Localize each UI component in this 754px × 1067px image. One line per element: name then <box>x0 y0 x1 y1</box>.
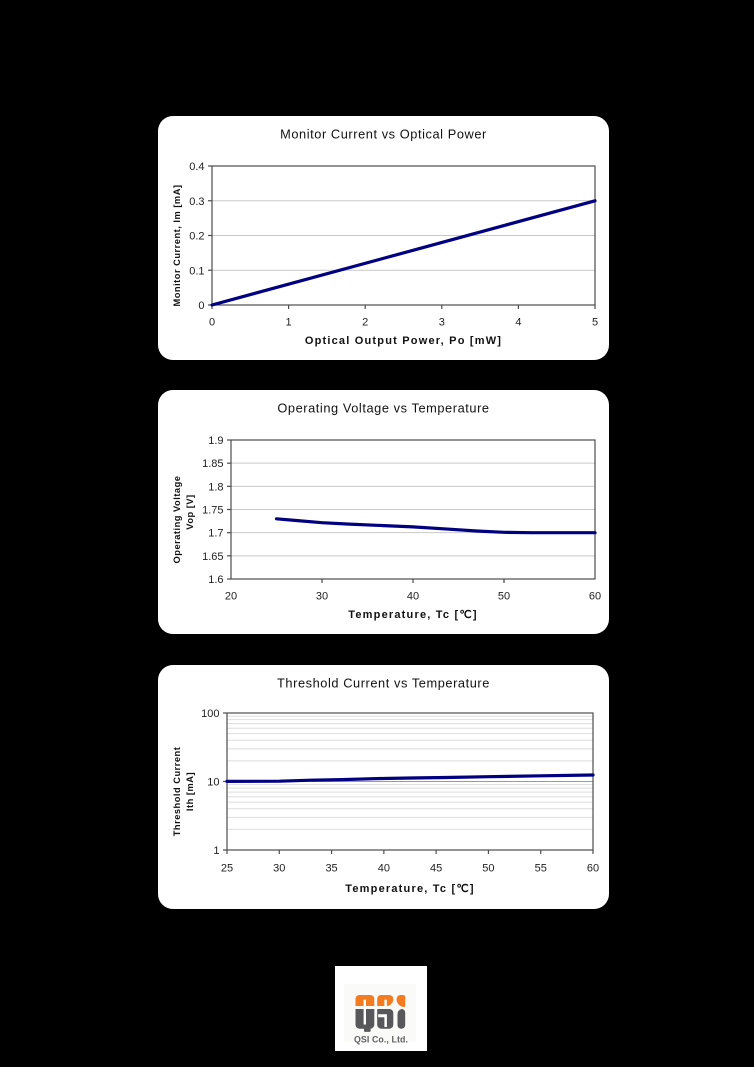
svg-text:1: 1 <box>213 845 219 857</box>
svg-text:0.2: 0.2 <box>189 231 204 243</box>
svg-text:1.85: 1.85 <box>202 458 223 470</box>
svg-text:Monitor Current, Im [mA]: Monitor Current, Im [mA] <box>172 184 182 306</box>
svg-text:5: 5 <box>592 317 598 329</box>
svg-text:Operating Voltage vs Temperatu: Operating Voltage vs Temperature <box>277 401 489 416</box>
svg-text:30: 30 <box>316 591 328 603</box>
svg-text:1: 1 <box>286 317 292 329</box>
svg-text:1.8: 1.8 <box>208 481 223 493</box>
svg-text:1.9: 1.9 <box>208 435 223 447</box>
svg-text:60: 60 <box>589 591 601 603</box>
svg-text:Threshold Current: Threshold Current <box>172 747 182 837</box>
svg-text:40: 40 <box>378 863 390 875</box>
svg-text:3: 3 <box>439 317 445 329</box>
svg-text:1.65: 1.65 <box>202 551 223 563</box>
svg-text:Temperature, Tc [℃]: Temperature, Tc [℃] <box>348 609 478 621</box>
svg-text:0.3: 0.3 <box>189 196 204 208</box>
svg-text:QSI Co., Ltd.: QSI Co., Ltd. <box>354 1035 408 1045</box>
svg-text:50: 50 <box>482 863 494 875</box>
svg-text:20: 20 <box>225 591 237 603</box>
svg-text:45: 45 <box>430 863 442 875</box>
svg-text:Monitor Current vs Optical Pow: Monitor Current vs Optical Power <box>280 127 487 142</box>
svg-text:10: 10 <box>207 777 219 789</box>
svg-text:0.4: 0.4 <box>189 161 204 173</box>
svg-text:0: 0 <box>198 300 204 312</box>
svg-text:Threshold Current vs Temperatu: Threshold Current vs Temperature <box>277 676 490 691</box>
svg-text:0: 0 <box>209 317 215 329</box>
svg-text:40: 40 <box>407 591 419 603</box>
svg-text:55: 55 <box>535 863 547 875</box>
svg-text:60: 60 <box>587 863 599 875</box>
svg-text:1.7: 1.7 <box>208 528 223 540</box>
svg-text:35: 35 <box>325 863 337 875</box>
svg-text:4: 4 <box>515 317 521 329</box>
svg-text:Temperature, Tc [℃]: Temperature, Tc [℃] <box>345 883 475 895</box>
svg-text:1.75: 1.75 <box>202 505 223 517</box>
svg-text:100: 100 <box>201 708 219 720</box>
svg-text:25: 25 <box>221 863 233 875</box>
svg-text:0.1: 0.1 <box>189 265 204 277</box>
svg-text:Ith [mA]: Ith [mA] <box>185 772 195 811</box>
svg-text:1.6: 1.6 <box>208 574 223 586</box>
svg-text:50: 50 <box>498 591 510 603</box>
svg-text:Vop [V]: Vop [V] <box>185 494 195 529</box>
svg-text:30: 30 <box>273 863 285 875</box>
svg-text:Operating Voltage: Operating Voltage <box>172 476 182 564</box>
svg-text:2: 2 <box>362 317 368 329</box>
svg-text:Optical Output Power, Po [mW]: Optical Output Power, Po [mW] <box>305 335 502 347</box>
